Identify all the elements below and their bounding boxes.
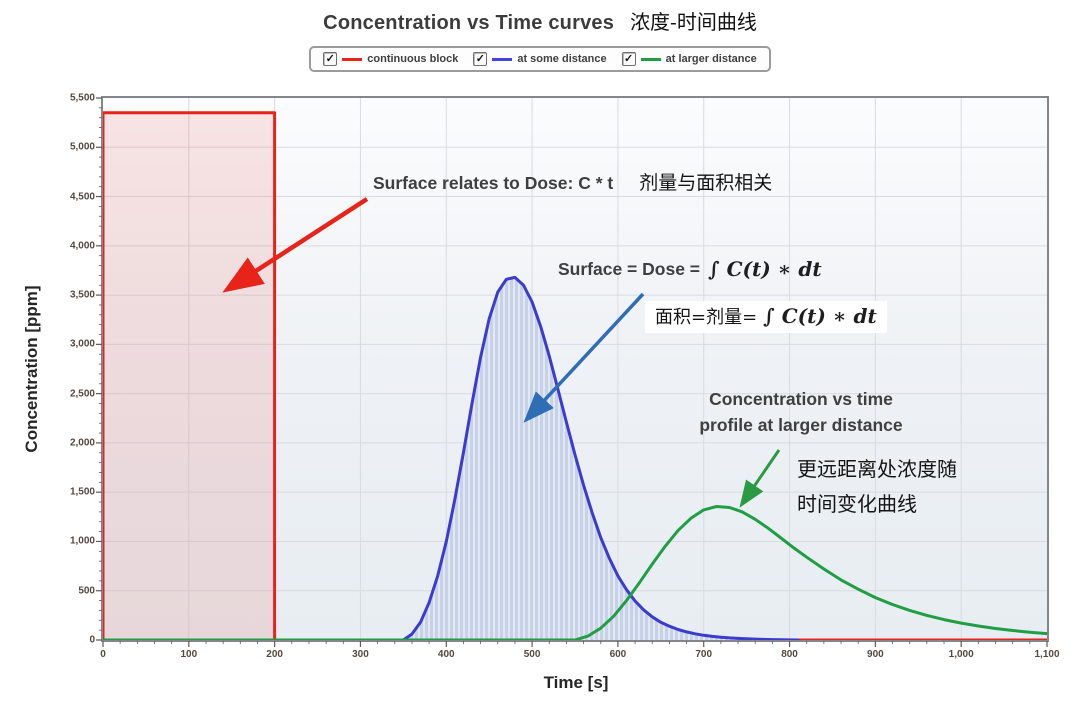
x-tick-label: 600	[609, 649, 627, 660]
x-tick-label: 0	[100, 649, 106, 660]
y-tick-label: 1,000	[69, 535, 95, 547]
y-tick-label: 5,000	[69, 141, 95, 153]
series-at-larger-distance	[103, 505, 1047, 640]
x-tick-label: 300	[352, 649, 369, 660]
legend-box: ✓ continuous block ✓ at some distance ✓ at la…	[309, 46, 771, 72]
y-tick-label: 5,500	[69, 92, 95, 104]
y-tick-label: 3,000	[69, 338, 95, 350]
fill-continuous-block	[103, 112, 1047, 640]
x-tick-label: 800	[781, 649, 798, 660]
chart-title-en: Concentration vs Time curves	[323, 12, 615, 34]
series-at-some-distance	[401, 275, 800, 640]
legend-item-at-larger-distance: ✓ at larger distance	[621, 52, 757, 66]
legend-checkbox-at-larger-distance[interactable]: ✓	[621, 52, 636, 66]
y-tick-label: 2,000	[69, 437, 95, 449]
legend: ✓ continuous block ✓ at some distance ✓ at la…	[0, 46, 1080, 72]
annotation-profile-note-zh-line2: 时间变化曲线	[797, 492, 917, 516]
gridlines	[103, 98, 1047, 640]
legend-item-at-some-distance: ✓ at some distance	[473, 52, 607, 66]
legend-label: at larger distance	[665, 53, 757, 65]
y-tick-label: 4,000	[69, 240, 95, 252]
x-tick-label: 500	[523, 649, 541, 660]
x-tick-label: 1,000	[948, 649, 974, 660]
annotation-profile-note: Concentration vs time profile at larger …	[655, 386, 947, 438]
y-tick-label: 4,500	[69, 191, 95, 203]
legend-checkbox-continuous-block[interactable]: ✓	[323, 52, 338, 66]
x-tick-label: 400	[437, 649, 455, 660]
y-tick-label: 0	[89, 634, 95, 646]
y-tick-label: 3,500	[69, 289, 95, 301]
x-tick-label: 900	[867, 649, 884, 660]
chart-title-zh: 浓度-时间曲线	[630, 10, 757, 34]
x-axis-title: Time [s]	[543, 673, 609, 692]
annotation-dose-note-zh: 剂量与面积相关	[639, 172, 773, 194]
plot-area	[101, 96, 1049, 642]
legend-item-continuous-block: ✓ continuous block	[323, 52, 458, 66]
annotation-profile-note-zh: 更远距离处浓度随 时间变化曲线	[797, 452, 957, 522]
chart-title: Concentration vs Time curves 浓度-时间曲线	[0, 6, 1080, 35]
legend-dash-at-some-distance	[492, 57, 513, 61]
x-tick-label: 100	[180, 649, 198, 660]
chart-plot-svg	[103, 98, 1047, 640]
y-axis-title: Concentration [ppm]	[22, 285, 41, 453]
series-continuous-block	[103, 111, 1047, 640]
x-tick-label: 700	[695, 649, 713, 660]
annotation-formula-en: Surface = Dose = ∫ C(t) ∗ dt	[558, 257, 822, 281]
x-tick-label: 200	[266, 649, 283, 660]
annotation-profile-note-line1: Concentration vs time	[709, 389, 893, 409]
annotation-formula-zh: 面积=剂量= ∫ C(t) ∗ dt	[645, 301, 887, 333]
legend-label: continuous block	[367, 53, 459, 65]
annotation-dose-note: Surface relates to Dose: C * t 剂量与面积相关	[373, 168, 772, 195]
annotation-formula-en-math: ∫ C(t) ∗ dt	[708, 257, 822, 281]
annotation-profile-note-line2: profile at larger distance	[699, 415, 903, 435]
annotation-dose-note-en: Surface relates to Dose: C * t	[373, 173, 614, 193]
annotation-profile-note-zh-line1: 更远距离处浓度随	[797, 457, 957, 481]
x-tick-label: 1,100	[1034, 649, 1060, 660]
y-tick-label: 1,500	[69, 486, 95, 498]
legend-dash-at-larger-distance	[640, 57, 661, 61]
y-tick-label: 500	[78, 585, 95, 597]
fill-at-some-distance	[403, 277, 799, 640]
annotation-formula-en-prefix: Surface = Dose =	[558, 258, 701, 279]
annotation-formula-zh-math: ∫ C(t) ∗ dt	[763, 304, 877, 328]
annotation-formula-zh-prefix: 面积=剂量=	[655, 307, 758, 328]
y-tick-label: 2,500	[69, 388, 95, 400]
legend-label: at some distance	[517, 53, 607, 65]
legend-checkbox-at-some-distance[interactable]: ✓	[473, 52, 488, 66]
legend-dash-continuous-block	[342, 57, 363, 61]
